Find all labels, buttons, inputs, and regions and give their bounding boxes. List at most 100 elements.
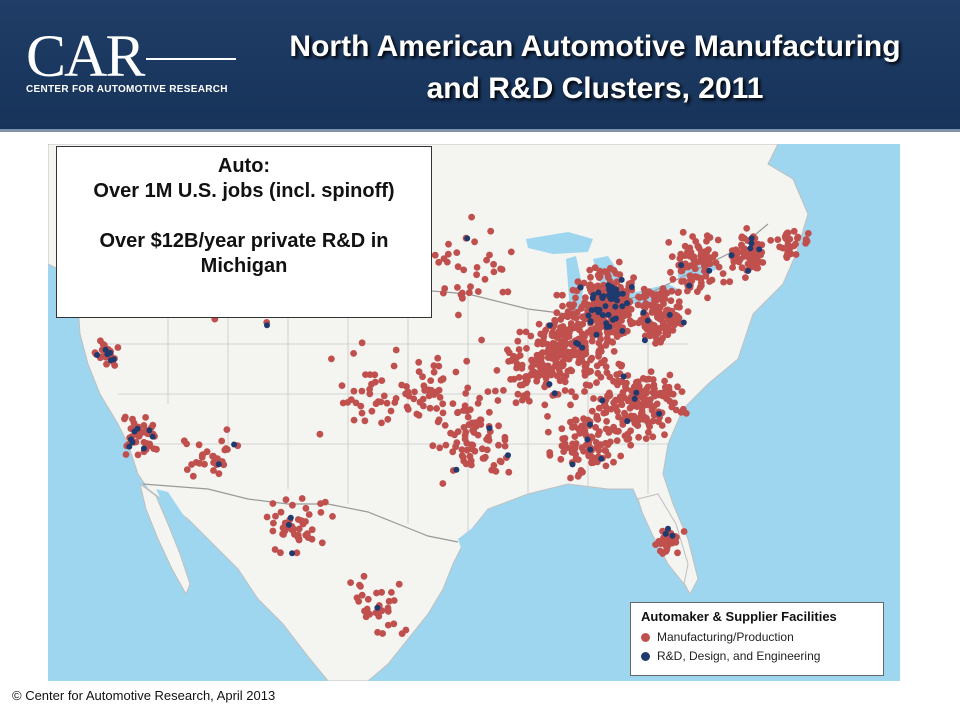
baja-peninsula [139,482,191,596]
manufacturing-facility-dot [149,421,157,429]
manufacturing-facility-dot [602,341,610,349]
manufacturing-facility-dot [640,412,647,420]
manufacturing-facility-dot [501,442,509,450]
manufacturing-facility-dot [420,402,427,410]
manufacturing-facility-dot [586,382,594,389]
manufacturing-facility-dot [402,390,409,398]
manufacturing-facility-dot [595,352,602,360]
manufacturing-facility-dot [464,384,472,392]
callout-line-4: Michigan [200,255,288,277]
manufacturing-facility-dot [665,239,673,246]
manufacturing-facility-dot [358,409,366,417]
manufacturing-facility-dot [619,421,627,428]
manufacturing-facility-dot [441,285,449,292]
manufacturing-facility-dot [595,447,603,454]
manufacturing-facility-dot [804,230,812,237]
rnd-facility-dot [587,446,594,453]
manufacturing-facility-dot [103,360,110,368]
manufacturing-facility-dot [641,401,649,409]
manufacturing-facility-dot [729,264,736,271]
manufacturing-facility-dot [753,259,761,267]
manufacturing-facility-dot [594,271,602,279]
manufacturing-facility-dot [708,276,716,284]
rnd-facility-dot [573,339,580,346]
manufacturing-facility-dot [439,375,447,382]
manufacturing-facility-dot [601,268,609,275]
manufacturing-facility-dot [529,369,537,377]
manufacturing-facility-dot [602,363,610,371]
manufacturing-facility-dot [567,474,574,482]
manufacturing-facility-dot [430,368,438,376]
manufacturing-facility-dot [558,425,566,433]
manufacturing-facility-dot [308,535,316,543]
manufacturing-facility-dot [668,538,675,545]
manufacturing-facility-dot [473,264,481,271]
manufacturing-facility-dot [465,421,473,429]
manufacturing-facility-dot [593,412,601,420]
manufacturing-facility-dot [317,509,325,516]
manufacturing-facility-dot [454,408,462,416]
manufacturing-facility-dot [505,468,513,476]
manufacturing-facility-dot [413,410,421,418]
manufacturing-facility-dot [585,452,592,460]
manufacturing-facility-dot [610,267,618,274]
manufacturing-facility-dot [463,357,471,365]
manufacturing-facility-dot [215,470,223,478]
manufacturing-facility-dot [580,415,587,423]
manufacturing-facility-dot [471,447,479,455]
manufacturing-facility-dot [624,430,631,438]
rnd-facility-dot [589,295,596,302]
manufacturing-facility-dot [454,428,462,435]
manufacturing-facility-dot [298,495,306,502]
manufacturing-facility-dot [736,256,744,263]
rnd-facility-dot [706,267,713,274]
manufacturing-facility-dot [650,292,658,300]
manufacturing-facility-dot [590,395,597,402]
manufacturing-facility-dot [665,385,673,393]
rnd-facility-dot [656,410,663,417]
manufacturing-facility-dot [558,361,566,369]
manufacturing-facility-dot [468,213,475,221]
rnd-facility-dot [609,316,616,323]
manufacturing-facility-dot [442,441,450,449]
manufacturing-facility-dot [746,258,754,265]
map-svg [48,144,900,681]
manufacturing-facility-dot [302,504,310,512]
manufacturing-facility-dot [559,291,566,299]
manufacturing-facility-dot [602,439,609,447]
manufacturing-facility-dot [534,338,542,346]
manufacturing-facility-dot [615,360,623,368]
callout-line-2: Over 1M U.S. jobs (incl. spinoff) [93,180,395,202]
manufacturing-facility-dot [688,277,696,284]
manufacturing-facility-dot [610,329,618,336]
manufacturing-facility-dot [687,262,695,269]
manufacturing-facility-dot [679,228,687,236]
manufacturing-facility-dot [361,417,369,425]
manufacturing-facility-dot [431,251,439,259]
manufacturing-facility-dot [623,436,631,443]
manufacturing-facility-dot [500,387,507,394]
manufacturing-facility-dot [463,439,471,447]
manufacturing-facility-dot [452,368,460,376]
manufacturing-facility-dot [792,240,799,248]
manufacturing-facility-dot [444,250,452,258]
rnd-dot-icon [641,652,650,661]
callout-spacer [57,204,431,229]
manufacturing-facility-dot [664,416,672,424]
manufacturing-facility-dot [561,434,569,442]
manufacturing-facility-dot [570,346,578,354]
manufacturing-facility-dot [465,289,473,297]
manufacturing-facility-dot [388,589,395,596]
manufacturing-facility-dot [516,363,524,370]
manufacturing-facility-dot [784,229,792,237]
manufacturing-facility-dot [664,392,671,400]
manufacturing-facility-dot [569,286,577,294]
manufacturing-facility-dot [645,428,652,436]
manufacturing-facility-dot [415,368,423,375]
manufacturing-facility-dot [569,424,576,431]
manufacturing-facility-dot [678,388,686,395]
manufacturing-facility-dot [146,440,154,448]
manufacturing-facility-dot [642,292,650,300]
manufacturing-facility-dot [282,496,290,504]
manufacturing-facility-dot [378,607,386,615]
